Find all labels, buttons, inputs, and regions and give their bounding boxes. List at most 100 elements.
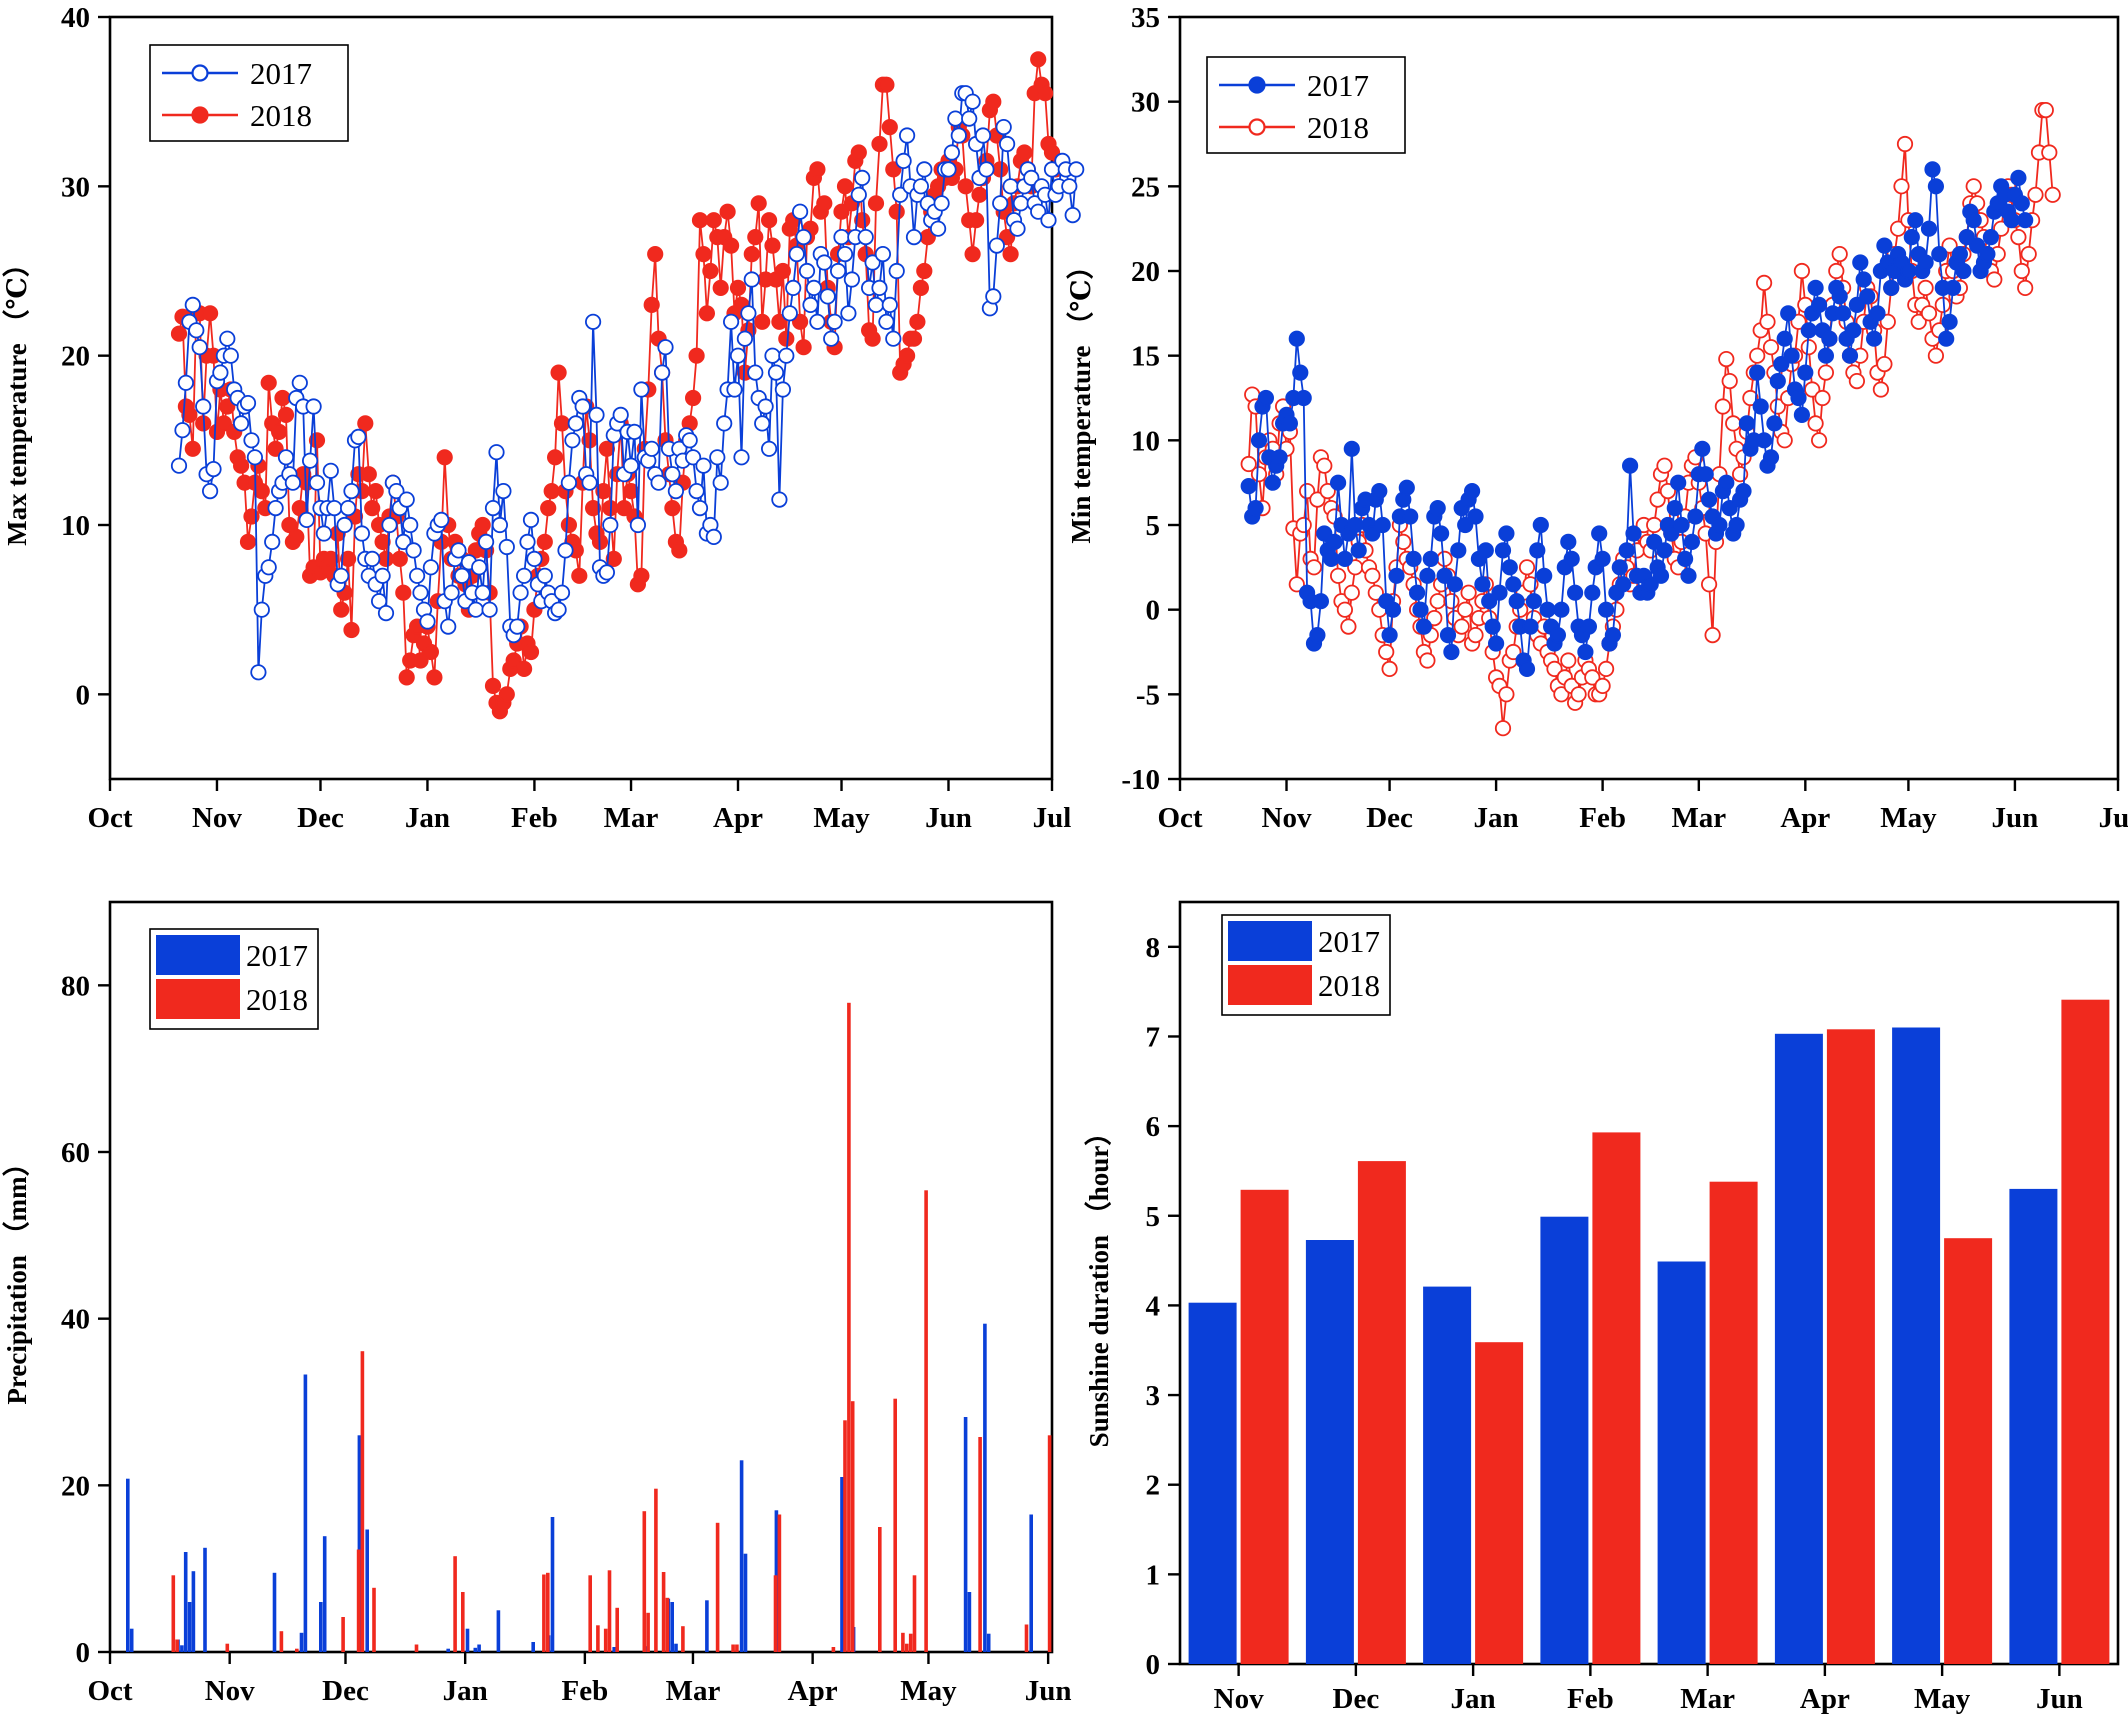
data-point <box>1742 389 1759 407</box>
data-point <box>560 516 578 534</box>
data-point <box>940 161 957 178</box>
data-point <box>836 178 854 195</box>
x-tick-label: Apr <box>788 1675 838 1707</box>
data-point <box>453 567 471 584</box>
precip-bar <box>546 1572 550 1652</box>
data-point <box>1817 364 1835 381</box>
data-point <box>436 449 453 466</box>
data-point <box>1374 516 1391 534</box>
data-point <box>267 440 284 457</box>
data-point <box>1852 254 1869 271</box>
data-point <box>571 567 588 584</box>
data-point <box>840 305 857 322</box>
data-point <box>1271 449 1288 466</box>
data-point <box>764 347 781 364</box>
precip-bar <box>303 1374 308 1652</box>
data-point <box>1436 550 1453 568</box>
data-point <box>1769 372 1786 390</box>
y-tick-label: 4 <box>1146 1290 1161 1322</box>
data-point <box>526 550 543 568</box>
x-tick-label: Jul <box>2099 802 2128 834</box>
data-point <box>1721 372 1738 390</box>
data-point <box>1920 220 1938 237</box>
precip-bar <box>322 1536 327 1652</box>
data-point <box>795 229 812 246</box>
data-point <box>809 313 826 330</box>
data-point <box>1917 254 1934 271</box>
precip-bar <box>171 1575 176 1652</box>
data-point <box>802 296 819 313</box>
data-point <box>1323 550 1340 568</box>
data-point <box>1505 643 1522 661</box>
data-point <box>395 584 412 601</box>
data-point <box>1295 516 1312 534</box>
data-point <box>1426 609 1443 627</box>
data-point <box>622 457 640 474</box>
series-2018 <box>171 1002 1052 1652</box>
data-point <box>778 347 795 364</box>
data-point <box>647 246 664 263</box>
data-point <box>553 584 571 601</box>
data-point <box>305 398 322 415</box>
data-point <box>747 364 764 381</box>
x-tick-label: Dec <box>297 802 344 834</box>
data-point <box>1941 313 1958 330</box>
y-tick-label: 2 <box>1146 1470 1161 1502</box>
data-point <box>1305 559 1323 576</box>
data-point <box>867 296 885 313</box>
data-point <box>967 212 985 229</box>
x-tick-label: May <box>813 802 870 834</box>
data-point <box>1756 274 1773 291</box>
data-point <box>277 406 295 423</box>
data-point <box>650 474 667 491</box>
data-point <box>1790 389 1807 407</box>
data-point <box>550 601 567 618</box>
data-point <box>912 279 930 296</box>
data-point <box>481 601 498 618</box>
data-point <box>574 398 591 415</box>
data-point <box>702 262 719 280</box>
data-point <box>1622 457 1639 474</box>
precip-bar <box>773 1575 778 1652</box>
data-point <box>184 440 201 457</box>
precip-bar <box>665 1597 670 1652</box>
y-tick-label: 25 <box>1131 171 1160 203</box>
data-point <box>550 364 567 381</box>
data-point <box>947 110 964 127</box>
x-tick-label: Nov <box>205 1675 255 1707</box>
data-point <box>1464 482 1481 500</box>
data-point <box>864 254 881 271</box>
data-point <box>633 381 650 398</box>
data-point <box>474 584 491 601</box>
data-point <box>705 528 722 546</box>
x-tick-label: Jan <box>1474 802 1519 834</box>
legend-marker <box>1248 76 1266 94</box>
series-2018 <box>1240 999 2110 1664</box>
data-point <box>1890 220 1907 237</box>
data-point <box>1728 516 1745 534</box>
precip-bar <box>360 1351 365 1652</box>
x-tick-label: Nov <box>192 802 242 834</box>
data-point <box>1618 542 1635 559</box>
data-point <box>326 499 343 517</box>
data-point <box>367 482 384 500</box>
data-point <box>1016 144 1033 161</box>
data-point <box>474 516 491 534</box>
precip-bar <box>279 1631 284 1652</box>
data-point <box>629 516 647 534</box>
data-point <box>684 449 702 466</box>
data-point <box>1793 262 1811 280</box>
data-point <box>709 449 726 466</box>
data-point <box>288 528 305 546</box>
data-point <box>467 601 484 618</box>
data-point <box>1529 542 1546 559</box>
legend-label: 2018 <box>1307 110 1369 145</box>
precip-bar <box>414 1644 419 1652</box>
data-point <box>1326 533 1343 551</box>
data-point <box>757 398 774 415</box>
data-point <box>598 564 616 581</box>
data-point <box>885 330 902 347</box>
data-point <box>1793 406 1811 423</box>
plot-frame <box>1178 900 2120 1666</box>
